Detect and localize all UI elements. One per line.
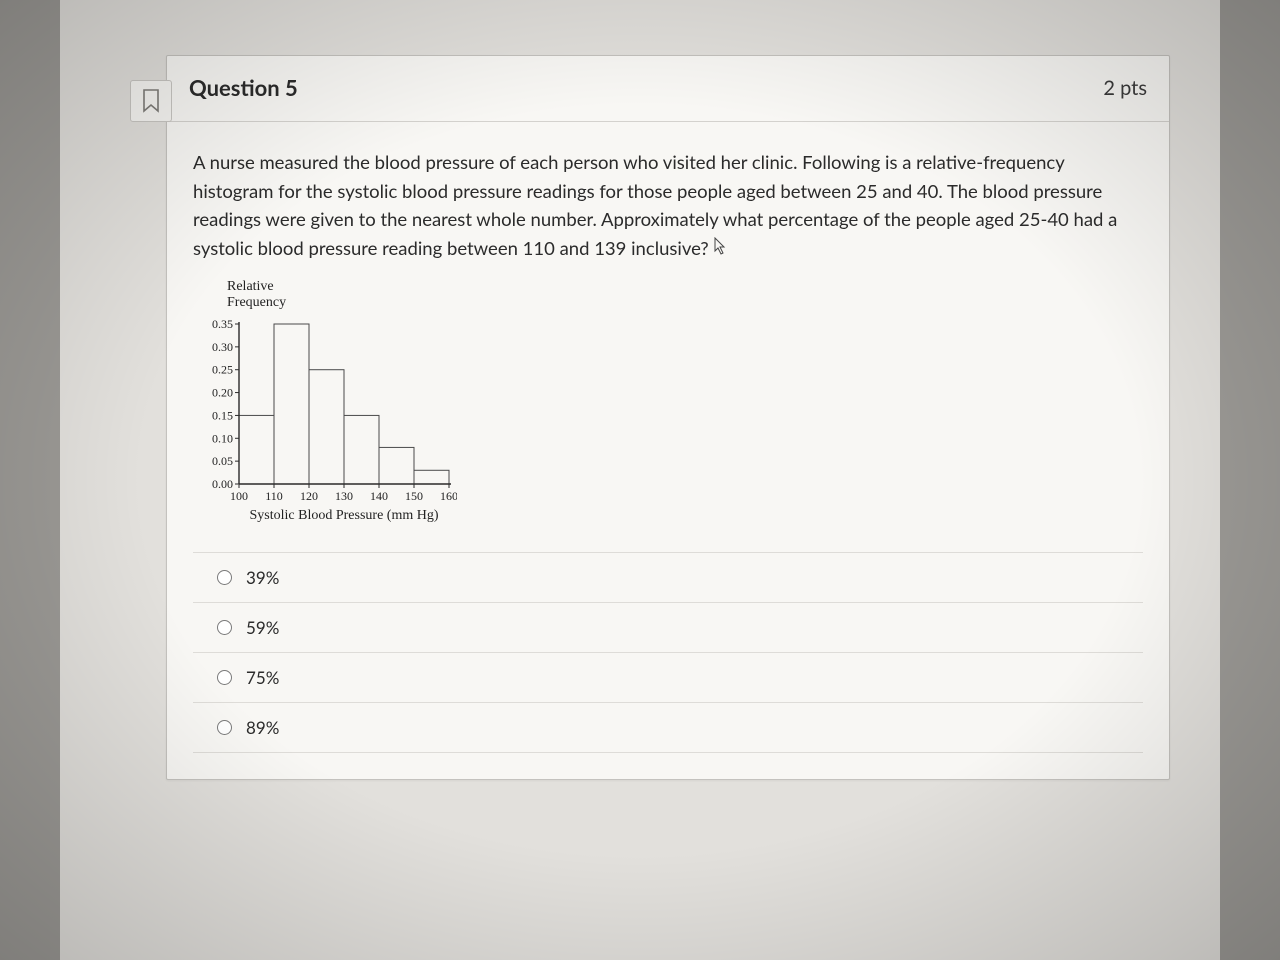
answer-option-0[interactable]: 39% [193,552,1143,602]
svg-text:0.35: 0.35 [212,318,233,331]
histogram-plot: 0.350.300.250.200.150.100.050.0010011012… [197,318,1143,524]
answer-option-3[interactable]: 89% [193,702,1143,753]
answer-option-label: 39% [246,567,279,588]
cursor-icon [713,234,729,263]
question-text-content: A nurse measured the blood pressure of e… [193,151,1117,259]
question-body: A nurse measured the blood pressure of e… [167,122,1169,779]
histogram-svg: 0.350.300.250.200.150.100.050.0010011012… [197,318,457,506]
histogram-figure: Relative Frequency 0.35 0.30 0.25 0.20 0.15 0… [197,279,1143,525]
radio-icon [217,720,232,735]
svg-text:0.15: 0.15 [212,409,233,423]
svg-text:0.05: 0.05 [212,454,233,468]
histogram-ylabel: Relative Frequency [227,279,1143,313]
flag-question-button[interactable] [130,80,172,122]
svg-text:140: 140 [370,489,388,503]
svg-text:110: 110 [265,489,283,503]
question-title: Question 5 [189,74,298,101]
quiz-page: Question 5 2 pts A nurse measured the bl… [60,0,1220,960]
svg-text:130: 130 [335,489,353,503]
svg-text:0.30: 0.30 [212,340,233,354]
radio-icon [217,570,232,585]
question-header: Question 5 2 pts [167,56,1169,122]
question-card: Question 5 2 pts A nurse measured the bl… [166,55,1170,780]
svg-text:0.10: 0.10 [212,432,233,446]
answer-option-1[interactable]: 59% [193,602,1143,652]
answer-option-label: 75% [246,667,279,688]
question-text: A nurse measured the blood pressure of e… [193,148,1143,263]
radio-icon [217,670,232,685]
svg-text:150: 150 [405,489,423,503]
answer-option-2[interactable]: 75% [193,652,1143,702]
answer-option-label: 89% [246,717,279,738]
radio-icon [217,620,232,635]
svg-text:120: 120 [300,489,318,503]
svg-text:100: 100 [230,489,248,503]
svg-text:0.20: 0.20 [212,386,233,400]
answer-options: 39% 59% 75% 89% [193,552,1143,753]
histogram-xlabel: Systolic Blood Pressure (mm Hg) [229,508,459,524]
bookmark-flag-icon [141,89,161,113]
svg-text:0.25: 0.25 [212,363,233,377]
answer-option-label: 59% [246,617,279,638]
question-points: 2 pts [1103,76,1147,100]
svg-text:160: 160 [440,489,457,503]
